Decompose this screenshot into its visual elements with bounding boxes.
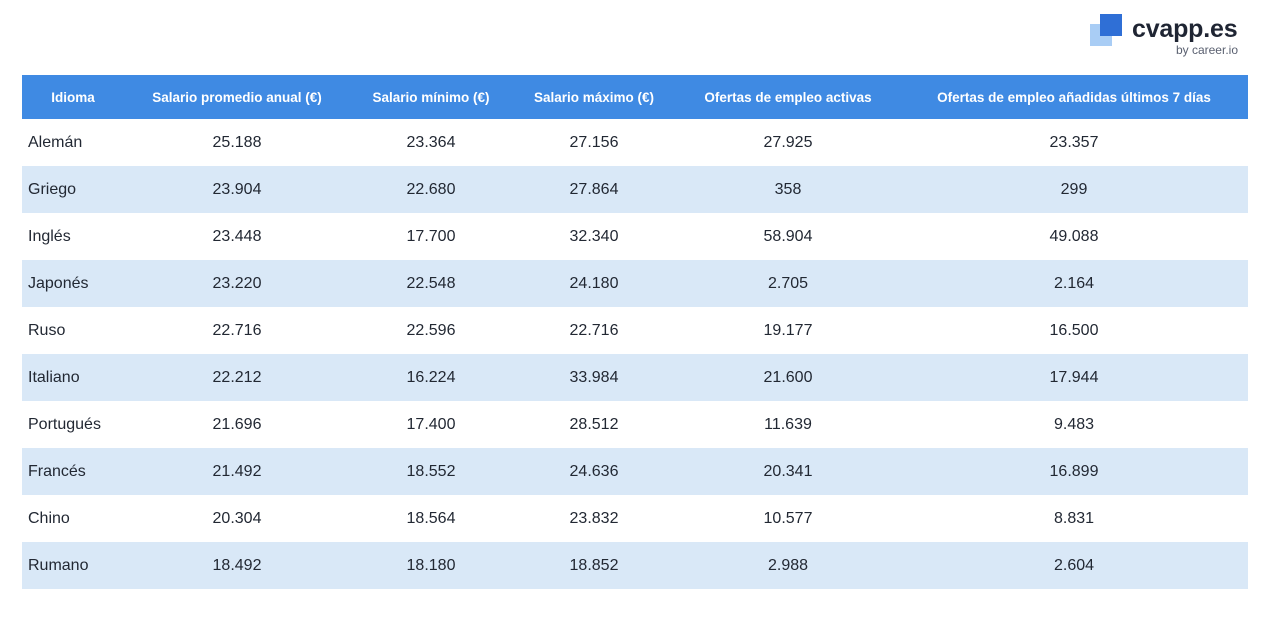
cell-ofertas-7-dias: 16.899 (900, 448, 1248, 495)
cell-ofertas-activas: 20.341 (676, 448, 900, 495)
cell-salario-maximo: 24.180 (512, 260, 676, 307)
header-ofertas-7-dias: Ofertas de empleo añadidas últimos 7 día… (900, 75, 1248, 119)
cell-salario-minimo: 18.180 (350, 542, 512, 589)
cell-salario-maximo: 27.156 (569, 133, 619, 151)
cell-ofertas-activas: 58.904 (763, 227, 813, 245)
cell-idioma: Alemán (28, 133, 83, 151)
table-header: Idioma Salario promedio anual (€) Salari… (22, 75, 1248, 119)
cell-idioma: Portugués (28, 415, 101, 433)
table-row: Alemán 25.188 23.364 27.156 27.925 23.35… (22, 119, 1248, 166)
cell-salario-promedio: 23.904 (124, 166, 350, 213)
header-row: Idioma Salario promedio anual (€) Salari… (22, 75, 1248, 119)
cell-salario-maximo: 22.716 (569, 321, 619, 339)
header-salario-minimo: Salario mínimo (€) (350, 75, 512, 119)
cell-salario-maximo: 32.340 (569, 227, 619, 245)
cell-ofertas-7-dias: 17.944 (900, 354, 1248, 401)
cell-salario-maximo: 28.512 (569, 415, 619, 433)
cell-salario-minimo: 18.552 (350, 448, 512, 495)
cell-idioma: Griego (22, 166, 124, 213)
table-row: Portugués 21.696 17.400 28.512 11.639 9.… (22, 401, 1248, 448)
header-salario-maximo: Salario máximo (€) (512, 75, 676, 119)
cell-ofertas-activas: 27.925 (763, 133, 813, 151)
cell-idioma: Japonés (22, 260, 124, 307)
cell-ofertas-7-dias: 2.604 (900, 542, 1248, 589)
table-row: Francés 21.492 18.552 24.636 20.341 16.8… (22, 448, 1248, 495)
cell-ofertas-activas: 2.705 (676, 260, 900, 307)
cell-idioma: Rumano (22, 542, 124, 589)
cell-salario-promedio: 21.492 (124, 448, 350, 495)
cell-salario-minimo: 18.564 (406, 509, 456, 527)
cell-salario-minimo: 22.596 (406, 321, 456, 339)
salary-table: Idioma Salario promedio anual (€) Salari… (22, 75, 1248, 589)
cell-ofertas-activas: 358 (676, 166, 900, 213)
cell-ofertas-7-dias: 49.088 (1049, 227, 1099, 245)
cell-salario-maximo: 18.852 (512, 542, 676, 589)
brand-subtitle: by career.io (1175, 43, 1238, 57)
table-row: Japonés 23.220 22.548 24.180 2.705 2.164 (22, 260, 1248, 307)
cell-salario-maximo: 27.864 (512, 166, 676, 213)
cell-salario-minimo: 17.700 (406, 227, 456, 245)
cell-salario-promedio: 22.716 (212, 321, 262, 339)
cell-ofertas-activas: 19.177 (763, 321, 813, 339)
cell-ofertas-7-dias: 16.500 (1049, 321, 1099, 339)
cell-salario-minimo: 22.680 (350, 166, 512, 213)
cell-salario-promedio: 18.492 (124, 542, 350, 589)
cell-idioma: Ruso (28, 321, 66, 339)
brand-name: cvapp.es (1132, 15, 1238, 43)
table-row: Ruso 22.716 22.596 22.716 19.177 16.500 (22, 307, 1248, 354)
cell-salario-minimo: 16.224 (350, 354, 512, 401)
cell-salario-maximo: 33.984 (512, 354, 676, 401)
table-row: Griego 23.904 22.680 27.864 358 299 (22, 166, 1248, 213)
cell-ofertas-activas: 11.639 (764, 415, 812, 433)
cell-ofertas-activas: 10.577 (763, 509, 813, 527)
cell-salario-minimo: 23.364 (406, 133, 456, 151)
table-row: Chino 20.304 18.564 23.832 10.577 8.831 (22, 495, 1248, 542)
cell-ofertas-7-dias: 8.831 (1053, 509, 1095, 527)
cell-salario-maximo: 24.636 (512, 448, 676, 495)
cell-ofertas-activas: 2.988 (676, 542, 900, 589)
cell-salario-maximo: 23.832 (569, 509, 619, 527)
cell-idioma: Chino (28, 509, 70, 527)
header-idioma: Idioma (22, 75, 124, 119)
salary-table-container: Idioma Salario promedio anual (€) Salari… (22, 75, 1248, 589)
cell-idioma: Italiano (22, 354, 124, 401)
cell-ofertas-7-dias: 2.164 (900, 260, 1248, 307)
cell-salario-promedio: 23.448 (212, 227, 262, 245)
cell-salario-minimo: 17.400 (406, 415, 456, 433)
cell-ofertas-7-dias: 299 (900, 166, 1248, 213)
brand-logo: cvapp.es by career.io (1088, 12, 1248, 62)
cell-salario-minimo: 22.548 (350, 260, 512, 307)
cell-ofertas-7-dias: 9.483 (1053, 415, 1095, 433)
table-row: Inglés 23.448 17.700 32.340 58.904 49.08… (22, 213, 1248, 260)
header-salario-promedio: Salario promedio anual (€) (124, 75, 350, 119)
cell-salario-promedio: 20.304 (212, 509, 262, 527)
table-row: Rumano 18.492 18.180 18.852 2.988 2.604 (22, 542, 1248, 589)
cell-salario-promedio: 21.696 (212, 415, 262, 433)
cell-ofertas-activas: 21.600 (676, 354, 900, 401)
table-body: Alemán 25.188 23.364 27.156 27.925 23.35… (22, 119, 1248, 589)
cell-salario-promedio: 22.212 (124, 354, 350, 401)
header-ofertas-activas: Ofertas de empleo activas (676, 75, 900, 119)
cell-idioma: Francés (22, 448, 124, 495)
cell-salario-promedio: 25.188 (212, 133, 262, 151)
cvapp-logo-icon (1090, 14, 1122, 46)
cell-salario-promedio: 23.220 (124, 260, 350, 307)
cell-ofertas-7-dias: 23.357 (1049, 133, 1099, 151)
table-row: Italiano 22.212 16.224 33.984 21.600 17.… (22, 354, 1248, 401)
cell-idioma: Inglés (28, 227, 71, 245)
